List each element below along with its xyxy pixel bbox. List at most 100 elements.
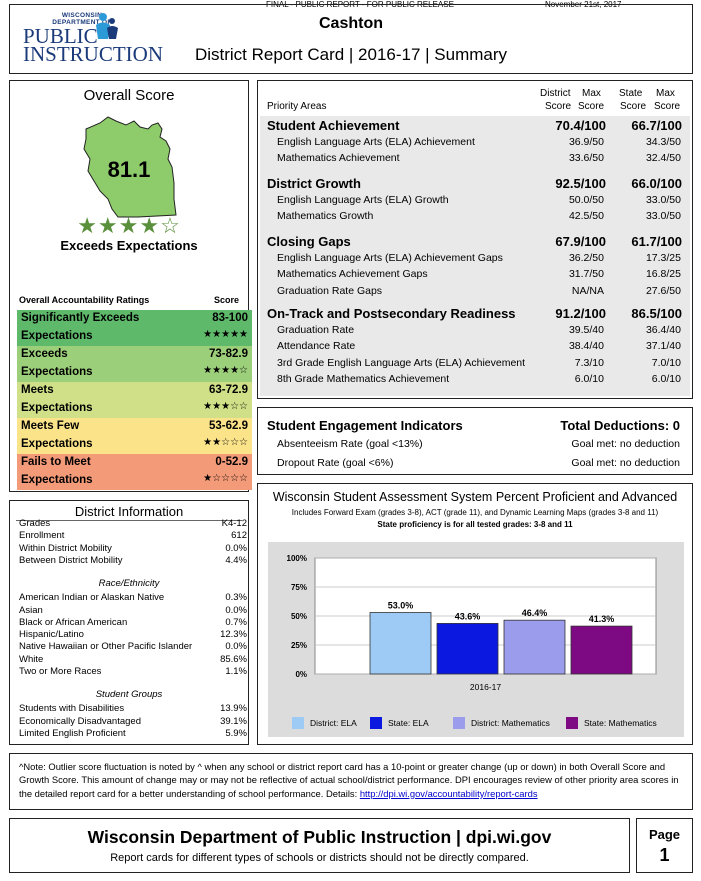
rating-range: 53-62.9 [208,420,248,432]
priority-item-label: English Language Arts (ELA) Growth [277,194,449,206]
legend-label: District: ELA [310,718,357,728]
race-stat-label: Hispanic/Latino [19,629,84,641]
priority-item-district: 6.0/10 [574,372,604,385]
engagement-title: Student Engagement Indicators [267,418,463,433]
priority-item-state: 37.1/40 [645,340,681,353]
dropout-label: Dropout Rate (goal <6%) [277,457,394,469]
district-stat: Within District Mobility 0.0% [19,543,247,555]
priority-item-state: 32.4/50 [645,152,681,165]
race-stat: Asian 0.0% [19,605,247,617]
priority-item-district: 36.9/50 [568,136,604,148]
race-stat-value: 0.0% [225,641,247,653]
priority-item-district: 7.3/10 [574,356,604,369]
group-stat-label: Economically Disadvantaged [19,715,141,727]
section-state-score: 61.7/100 [631,234,682,249]
student-groups-title: Student Groups [95,689,163,701]
footer-title: Wisconsin Department of Public Instructi… [87,827,552,847]
rating-stars: ★★★☆☆ [203,401,248,412]
race-stat: American Indian or Alaskan Native 0.3% [19,592,247,604]
priority-item-label: Graduation Rate Gaps [277,284,383,297]
priority-item-label: English Language Arts (ELA) Achievement … [277,252,503,264]
state-col-header: State [619,88,643,99]
district-stat: Enrollment 612 [19,530,247,542]
priority-item-state: 7.0/10 [651,356,681,369]
district-stat-label: Enrollment [19,530,65,542]
race-stat-label: Native Hawaiian or Other Pacific Islande… [19,641,193,653]
y-tick-label: 100% [287,554,307,563]
footer-box: Wisconsin Department of Public Instructi… [9,818,630,873]
rating-row: Fails to Meet 0-52.9 Expectations ★☆☆☆☆ [17,454,252,490]
max-col-header-2: Max [656,88,675,99]
rating-expectations: Expectations [21,330,93,342]
rating-name: Meets Few [21,420,80,432]
district-info-title: District Information [74,504,184,519]
race-stat: Hispanic/Latino 12.3% [19,629,247,641]
priority-item-district: 33.6/50 [568,152,604,165]
legend-label: State: ELA [388,718,429,728]
section-band [260,116,690,176]
section-title: District Growth [267,176,361,191]
logo-figure-icon [96,13,118,39]
chart-box: Wisconsin Student Assessment System Perc… [257,483,693,745]
rating-expectations: Expectations [21,474,93,486]
footer-subtitle: Report cards for different types of scho… [110,852,529,864]
note-box: ^Note: Outlier score fluctuation is note… [9,753,693,810]
priority-item-state: 33.0/50 [645,210,681,223]
bar-label: 41.3% [589,614,615,624]
page-number: 1 [659,845,670,865]
group-stat: Students with Disabilities 13.9% [19,703,247,715]
section-district-score: 70.4/100 [555,118,606,133]
section-state-score: 66.7/100 [631,118,682,133]
rating-row: Meets Few 53-62.9 Expectations ★★☆☆☆ [17,418,252,454]
bar-label: 53.0% [388,601,414,611]
rating-row: Significantly Exceeds 83-100 Expectations ★… [17,310,252,346]
report-subtitle: District Report Card | 2016-17 | Summary [194,45,508,64]
group-stat-label: Students with Disabilities [19,703,125,715]
legend-swatch [370,717,382,729]
section-title: On-Track and Postsecondary Readiness [267,306,516,321]
group-stat: Economically Disadvantaged 39.1% [19,716,247,728]
district-stat-value: 612 [231,530,247,542]
overall-score-value: 81.1 [107,157,151,182]
overall-score-box: Overall Score 81.1 ★★★★☆ Exceeds Expecta… [9,80,252,492]
score-col-header-1: Score [545,101,572,112]
district-name: Cashton [319,15,383,32]
priority-item-state: 33.0/50 [645,194,681,206]
priority-item-district: 31.7/50 [568,268,604,281]
legend-swatch [453,717,465,729]
section-district-score: 92.5/100 [555,176,606,191]
chart-panel: 0% 25% 50% 75% 100% 53.0% 43.6% 46.4% 41.3% 2016-… [268,542,684,737]
ratings-score-header: Score [213,295,239,305]
y-tick-label: 75% [291,583,307,592]
priority-item-district: 50.0/50 [568,194,604,206]
race-stat-label: Two or More Races [19,666,102,677]
page-label: Page [648,827,681,842]
group-stat-value: 13.9% [220,703,247,715]
chart-title: Wisconsin Student Assessment System Perc… [272,490,678,504]
report-cards-link[interactable]: http://dpi.wi.gov/accountability/report-… [359,787,538,799]
priority-item-label: Mathematics Achievement [277,152,400,165]
race-stat-value: 0.7% [225,616,247,628]
legend-label: State: Mathematics [584,718,657,728]
district-info-divider [16,520,242,521]
group-stat-label: Limited English Proficient [19,727,126,739]
rating-name: Exceeds [21,348,68,360]
score-col-header-2: Score [578,101,605,112]
priority-item-state: 16.8/25 [645,268,681,281]
section-district-score: 91.2/100 [555,306,606,321]
priority-item-label: Attendance Rate [277,340,356,353]
race-stat-value: 85.6% [220,653,247,665]
race-stat: White 85.6% [19,654,247,666]
section-district-score: 67.9/100 [555,234,606,249]
group-stat-value: 39.1% [220,715,247,727]
absenteeism-label: Absenteeism Rate (goal <13%) [277,438,423,450]
race-ethnicity-title: Race/Ethnicity [98,578,160,590]
priority-areas-box: Priority Areas District Max Score Score … [257,80,693,399]
priority-item-district: 39.5/40 [568,324,604,336]
bar-3 [503,619,566,675]
chart-subtitle-2: State proficiency is for all tested grad… [377,520,573,529]
y-tick-label: 25% [291,641,307,650]
race-stat-value: 12.3% [220,629,247,641]
logo-public: PUBLIC [23,24,98,48]
priority-item-state: 36.4/40 [645,324,681,336]
